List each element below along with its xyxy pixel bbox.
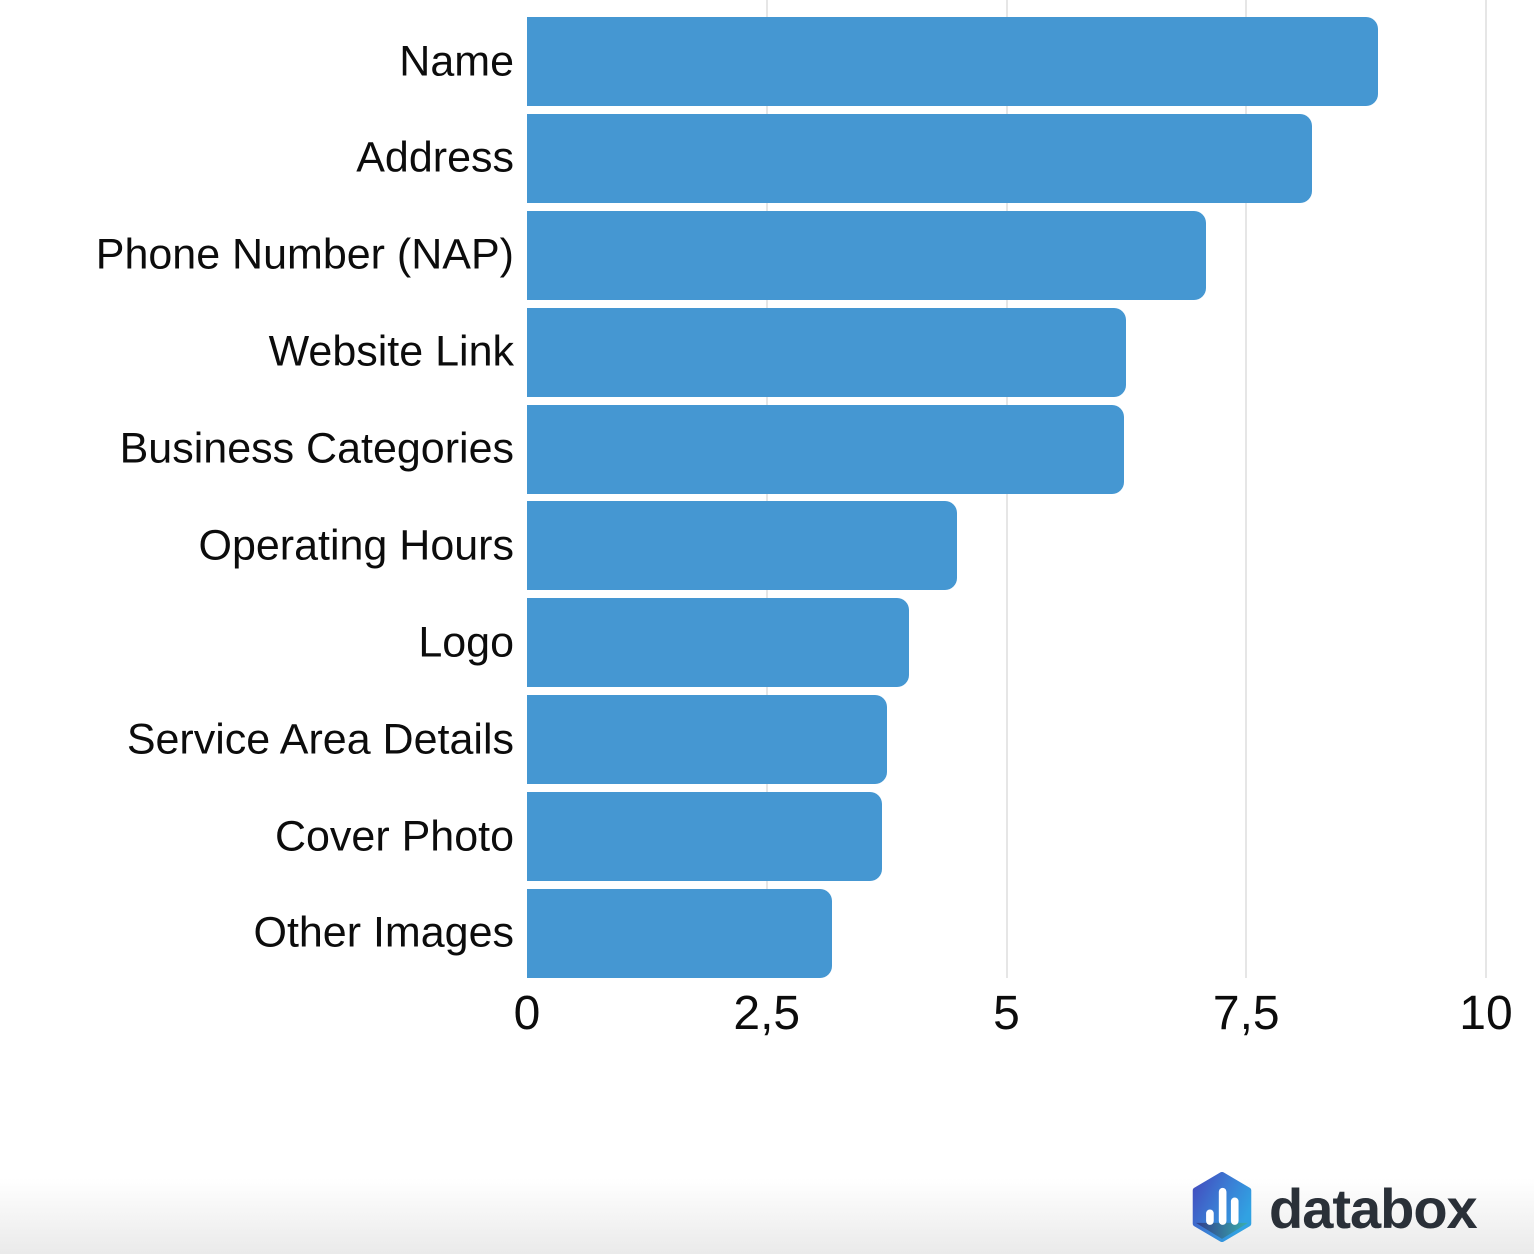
category-label: Business Categories [119, 424, 514, 473]
bar-row: Address [356, 113, 1486, 203]
bar [527, 404, 1125, 494]
x-axis: 0 2,5 5 7,5 10 [514, 987, 1513, 1048]
databox-logo-icon [1192, 1172, 1252, 1242]
x-tick-label: 7,5 [1212, 987, 1280, 1040]
bar-row: Phone Number (NAP) [96, 210, 1486, 300]
category-label: Name [399, 37, 514, 85]
bar-row: Service Area Details [127, 695, 1486, 785]
bar-row: Business Categories [120, 404, 1486, 494]
category-label: Phone Number (NAP) [95, 230, 514, 279]
category-label: Service Area Details [126, 715, 514, 764]
bar [527, 501, 957, 591]
bar-row: Logo [418, 598, 1486, 688]
category-label: Operating Hours [198, 521, 515, 570]
bar-row: Other Images [254, 888, 1486, 978]
x-tick-label: 10 [1459, 987, 1513, 1040]
logo-bar-tall [1218, 1187, 1227, 1225]
logo-bottom-facet [1195, 1222, 1249, 1239]
category-label: Logo [418, 618, 514, 667]
bar [527, 113, 1313, 203]
category-label: Other Images [253, 908, 515, 957]
bar-rows: Name Address Phone Number (NAP) Website Lin… [96, 17, 1486, 978]
bar [527, 888, 832, 978]
gridline [1485, 0, 1487, 978]
category-label: Cover Photo [274, 812, 514, 860]
x-tick-label: 5 [993, 987, 1020, 1040]
bar-row: Operating Hours [199, 501, 1486, 591]
bar [527, 210, 1206, 300]
plot-area: Name Address Phone Number (NAP) Website Lin… [96, 0, 1487, 978]
bar-row: Cover Photo [275, 792, 1486, 881]
brand-footer: databox [1190, 1170, 1478, 1244]
bar [527, 695, 887, 785]
bar [527, 792, 882, 881]
bar-row: Website Link [269, 307, 1486, 397]
bar [527, 598, 909, 688]
bar [527, 17, 1378, 106]
x-tick-label: 0 [513, 987, 541, 1040]
logo-bar-small [1206, 1209, 1214, 1225]
bar-row: Name [399, 17, 1486, 106]
logo-bar-medium [1230, 1197, 1239, 1225]
databox-wordmark: databox [1269, 1177, 1478, 1240]
bar [527, 307, 1127, 397]
gridline [1245, 0, 1248, 978]
category-label: Address [356, 133, 514, 182]
x-tick-label: 2,5 [733, 987, 801, 1040]
category-label: Website Link [268, 327, 514, 376]
